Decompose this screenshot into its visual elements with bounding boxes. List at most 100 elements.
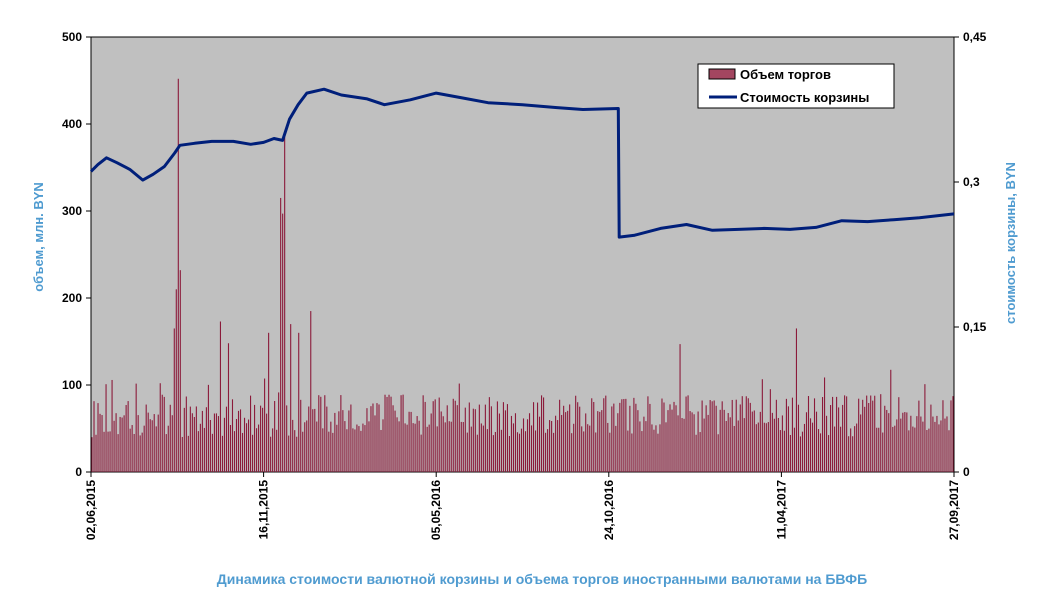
volume-bar [292,419,294,472]
volume-bar [727,413,729,472]
volume-bar [123,415,125,472]
volume-bar [245,423,248,472]
volume-bar [141,432,143,472]
volume-bar [484,404,486,472]
volume-bar [575,395,577,472]
volume-bar [374,415,376,472]
volume-bar [854,426,856,472]
volume-bar [918,400,920,472]
volume-bar [801,431,804,472]
volume-bar [709,400,711,472]
volume-bar [500,429,502,472]
volume-bar [593,401,595,472]
volume-bar [490,406,492,472]
volume-bar [677,415,679,472]
volume-bar [577,402,579,472]
volume-bar [904,412,906,472]
volume-bar [836,396,838,472]
volume-bar [619,402,621,472]
volume-bar [803,423,806,472]
volume-bar [850,428,852,472]
volume-bar [482,425,484,472]
volume-bar [591,398,593,472]
volume-bar [149,419,151,472]
left-tick-label: 500 [62,30,82,44]
volume-bar [420,434,422,472]
volume-bar [807,396,810,472]
volume-bar [195,406,197,472]
volume-bar [193,416,195,472]
volume-bar [934,421,936,472]
volume-bar [111,379,113,472]
volume-bar [741,396,743,472]
volume-bar [191,413,193,472]
volume-bar [888,413,890,472]
volume-bar [751,411,753,472]
volume-bar [241,432,244,472]
volume-bar [583,431,585,472]
volume-bar [346,429,348,472]
volume-bar [547,429,549,472]
volume-bar [213,413,215,472]
volume-bar [394,410,396,472]
volume-bar [563,405,565,472]
volume-bar [486,429,488,472]
left-axis-ticks: 0 100 200 300 400 500 [62,30,91,479]
plot-area [90,36,955,473]
volume-bar [350,404,352,472]
right-tick-label: 0,45 [963,30,987,44]
left-tick-label: 400 [62,117,82,131]
volume-bar [127,401,129,472]
volume-bar [288,435,290,472]
volume-bar [189,406,191,472]
volume-bar [117,434,119,472]
volume-bar [316,421,318,472]
left-tick-label: 0 [75,465,82,479]
volume-bar [470,426,472,472]
volume-bar [948,430,950,472]
volume-bar [757,422,759,472]
volume-bar [306,420,308,472]
volume-bar [555,415,557,472]
volume-bar [844,395,846,472]
volume-bar [649,403,651,472]
legend: Объем торгов Стоимость корзины [697,63,895,109]
volume-bar [504,410,506,472]
right-axis-ticks: 0 0,15 0,3 0,45 [954,30,987,479]
volume-bar [181,436,183,472]
volume-bar [826,415,828,472]
x-tick-label: 16,11,2015 [257,480,271,540]
volume-bar [282,213,284,473]
volume-bar [914,427,916,472]
volume-bar [595,432,597,472]
volume-bar [894,425,896,472]
volume-bar [661,398,663,472]
volume-bar [916,416,918,472]
volume-bar [390,396,392,472]
volume-bar [683,418,685,472]
volume-bar [235,418,238,472]
volume-bar [759,411,761,472]
volume-bar [488,397,490,472]
volume-bar [225,406,228,472]
volume-bar [217,416,219,472]
volume-bar [791,397,793,472]
volume-bar [930,404,932,472]
volume-bar [274,400,276,472]
volume-bar [252,434,254,472]
volume-bar [665,422,667,472]
volume-bar [603,398,605,472]
volume-bar [870,395,872,472]
volume-bar [221,435,224,472]
volume-bar [862,399,864,472]
volume-bar [781,415,783,472]
volume-bar [711,401,713,472]
volume-bar [530,425,533,472]
left-tick-label: 200 [62,291,82,305]
volume-bar [932,416,934,472]
volume-bar [203,427,205,472]
volume-bar [599,411,601,472]
volume-bar [518,433,521,472]
x-axis-ticks: 02,06,2015 16,11,2015 05,05,2016 24,10,2016… [84,472,961,540]
volume-bar [922,421,924,472]
